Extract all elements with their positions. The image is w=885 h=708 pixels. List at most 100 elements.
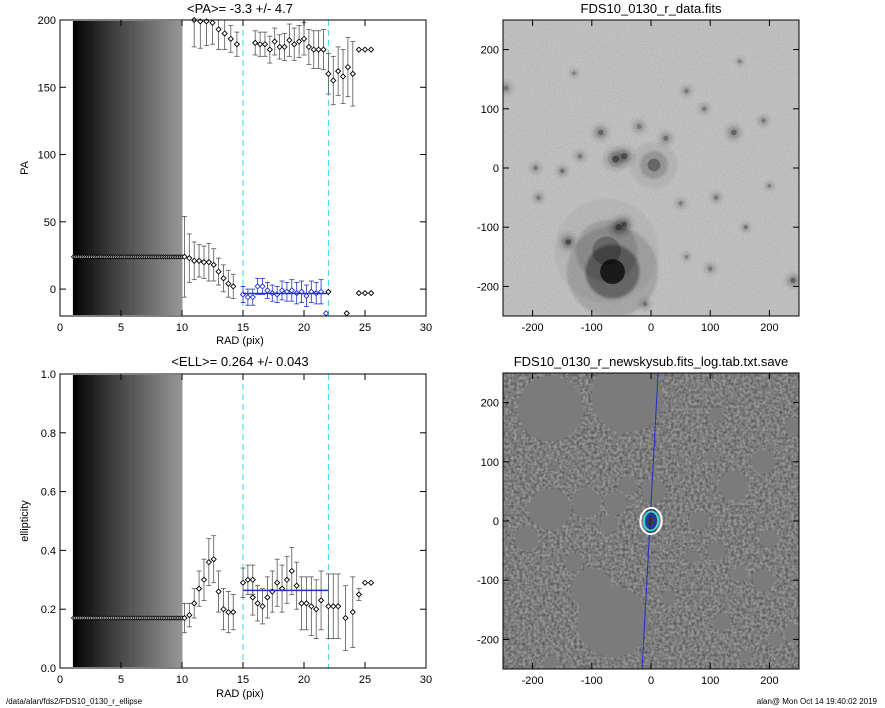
source-body [533, 192, 544, 203]
data-point [361, 579, 369, 586]
data-point [355, 46, 363, 53]
x-tick-label: 15 [237, 322, 249, 334]
x-tick-label: 25 [359, 322, 371, 334]
mask-region [618, 476, 637, 495]
data-point [264, 287, 271, 294]
mask-region [784, 417, 799, 436]
mask-region [591, 373, 663, 433]
source-body [594, 126, 607, 139]
source-body [711, 192, 721, 203]
mask-region [529, 488, 572, 530]
source-core [684, 255, 689, 259]
pa-chart-axes: 0 5 10 15 20 25 30 0 50 100 150 200 [38, 15, 432, 334]
y-tick-label: 0.2 [41, 604, 56, 616]
source-body [765, 181, 774, 190]
data-point [274, 579, 281, 586]
mask-region [603, 491, 628, 516]
data-point [259, 283, 266, 290]
mask-region [752, 569, 775, 591]
data-point [342, 614, 349, 622]
source-body [633, 121, 645, 132]
panel-pa-chart: <PA>= -3.3 +/- 4.7 0 5 10 15 20 25 30 0 50 100 150… [19, 1, 432, 347]
data-point [293, 582, 300, 589]
x-tick-label: 100 [701, 675, 719, 687]
source-body [681, 86, 692, 96]
y-tick-label: 1.0 [41, 369, 56, 381]
pa-chart-ylabel: PA [19, 160, 31, 175]
data-point [278, 287, 286, 294]
mask-region [571, 568, 613, 610]
mask-region [719, 470, 749, 501]
data-point [186, 255, 193, 262]
y-tick-label: 0 [50, 284, 56, 296]
x-tick-label: -100 [581, 322, 603, 334]
data-point [271, 38, 278, 45]
data-point [286, 37, 293, 44]
data-point [305, 43, 313, 51]
data-point [221, 30, 228, 37]
source-body [640, 299, 650, 309]
data-point [254, 600, 261, 607]
y-tick-label: 200 [38, 15, 56, 27]
skysub-image-axes: -200 -100 0 100 200 -200 -100 0 100 200 [477, 373, 799, 687]
footer-timestamp: alan@ Mon Oct 14 19:40:02 2019 [756, 697, 877, 706]
source-core [743, 225, 748, 229]
data-point [322, 310, 330, 317]
data-point [195, 585, 203, 592]
mask-region [661, 590, 676, 606]
data-point [230, 283, 237, 290]
source-core [560, 168, 565, 174]
isophote-ellipse [645, 514, 657, 528]
source-body [758, 116, 769, 126]
data-point [295, 38, 303, 45]
skysub-image-title: FDS10_0130_r_newskysub.fits_log.tab.txt.… [514, 354, 789, 369]
source-core [642, 302, 648, 307]
data-point [339, 73, 347, 80]
source-core [647, 158, 661, 172]
y-tick-label: 200 [481, 45, 499, 57]
source-body [575, 151, 585, 161]
data-point [344, 63, 352, 71]
y-tick-label: 0 [493, 516, 499, 528]
mask-region [565, 553, 583, 572]
data-point [209, 19, 216, 26]
mask-region [642, 479, 666, 504]
source-core [790, 277, 796, 283]
mask-region [514, 526, 539, 551]
ell-chart-title: <ELL>= 0.264 +/- 0.043 [171, 354, 308, 369]
isophote-ellipse [639, 506, 663, 536]
data-point [313, 606, 320, 613]
data-point [288, 567, 295, 575]
data-point [249, 294, 256, 301]
isophote-ellipse [642, 510, 660, 532]
pa-chart-plot-area [70, 16, 375, 317]
data-point [288, 287, 295, 294]
data-point [181, 614, 188, 622]
data-point [181, 253, 188, 260]
y-tick-label: 0.6 [41, 487, 56, 499]
data-point [283, 576, 291, 583]
source-core [621, 152, 628, 160]
x-tick-label: 25 [359, 674, 371, 686]
source-core [597, 129, 604, 136]
panel-data-image: FDS10_0130_r_data.fits -200 -100 0 100 200-2… [477, 1, 800, 334]
y-tick-label: 50 [44, 217, 56, 229]
source-body [530, 163, 541, 173]
x-tick-label: 5 [118, 674, 124, 686]
data-point [367, 289, 375, 297]
data-image-sources [503, 57, 799, 316]
y-tick-label: 0.8 [41, 428, 56, 440]
data-point [300, 35, 308, 42]
data-point [239, 579, 247, 586]
source-core [713, 195, 719, 200]
ell-chart-xlabel: RAD (pix) [216, 688, 264, 700]
data-point [261, 41, 269, 48]
source-body [570, 69, 578, 78]
source-core [536, 195, 541, 200]
mask-region [751, 449, 776, 474]
source-core [621, 221, 628, 228]
data-point [355, 289, 363, 297]
data-point [220, 275, 227, 282]
y-tick-label: 100 [481, 104, 499, 116]
